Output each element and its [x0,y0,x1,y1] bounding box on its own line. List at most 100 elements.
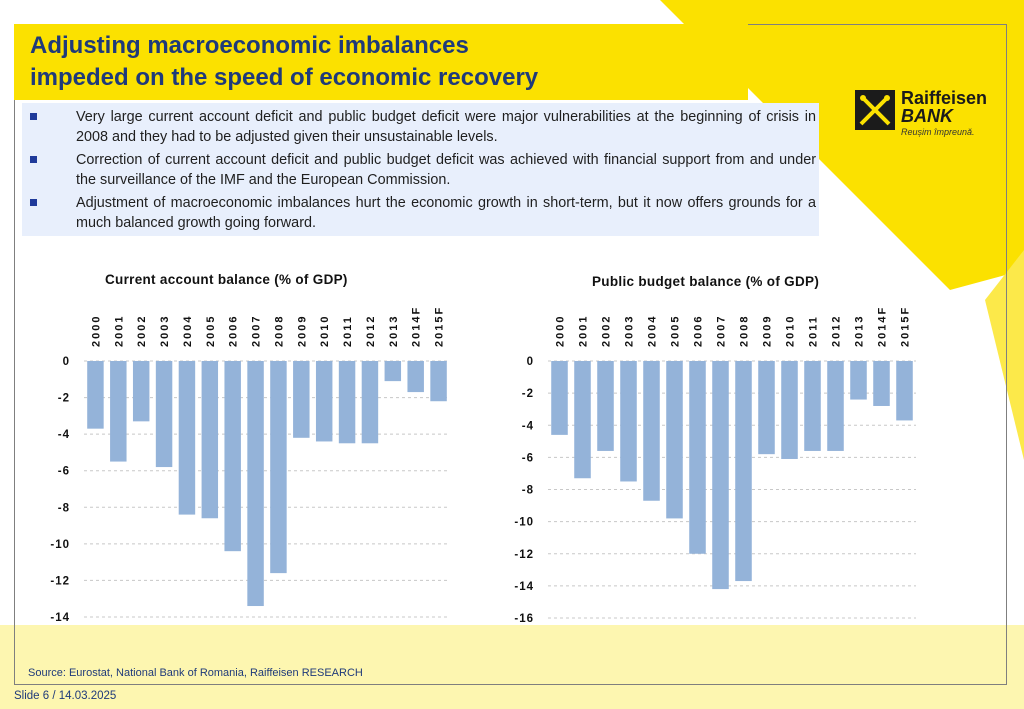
category-label: 2010 [785,315,797,347]
title-box: Adjusting macroeconomic imbalances imped… [14,24,748,100]
category-label: 2014F [411,306,423,347]
category-label: 2012 [831,315,843,347]
bar [689,361,706,554]
y-tick-label: -4 [522,420,534,432]
raiffeisen-gable-cross-icon [855,90,895,130]
category-label: 2013 [854,315,866,347]
y-tick-label: -6 [58,466,70,478]
bar [430,361,447,402]
y-tick-label: -8 [522,485,534,497]
bar [712,361,729,590]
category-label: 2010 [319,315,331,347]
y-tick-label: -2 [58,393,70,405]
bullet-square-icon [30,113,37,120]
category-label: 2013 [388,315,400,347]
bar [850,361,867,400]
bar [270,361,287,574]
bar [224,361,241,552]
bar [110,361,127,462]
bar [827,361,844,451]
bar [620,361,637,482]
y-tick-label: -14 [514,581,534,593]
bar [315,361,333,442]
bar [87,361,104,429]
bar [361,361,379,444]
y-tick-label: 0 [527,356,534,368]
bullet-square-icon [30,156,37,163]
logo-name-line-1: Raiffeisen [901,88,988,108]
bar [758,361,775,455]
bar [384,361,402,382]
bar [643,361,660,501]
y-tick-label: -8 [58,502,70,514]
bar [896,361,913,421]
category-label: 2003 [624,315,636,347]
bar [247,361,264,607]
bar [132,361,150,422]
bar [873,361,890,406]
bullet-square-icon [30,199,37,206]
category-label: 2014F [877,306,889,347]
bullet-text: Adjustment of macroeconomic imbalances h… [76,195,816,231]
y-tick-label: -12 [50,575,70,587]
bullets-box: Very large current account deficit and p… [22,103,819,236]
category-label: 2005 [205,315,217,347]
category-label: 2004 [182,315,194,347]
title-line-2: impeded on the speed of economic recover… [30,64,539,91]
bar [338,361,356,444]
bar [597,361,614,451]
category-label: 2002 [601,315,613,347]
category-label: 2011 [342,315,354,347]
category-label: 2008 [739,315,751,347]
y-tick-label: -10 [50,539,70,551]
logo-name-line-2: BANK [901,106,953,126]
bar [407,361,424,393]
page-title: Adjusting macroeconomic imbalances imped… [30,30,538,94]
category-label: 2007 [716,315,728,347]
category-label: 2012 [365,315,377,347]
bar [293,361,310,438]
y-tick-label: -2 [522,388,534,400]
category-label: 2015F [434,306,446,347]
category-label: 2004 [647,315,659,347]
y-tick-label: -4 [58,429,70,441]
source-note: Source: Eurostat, National Bank of Roman… [28,667,363,679]
title-line-1: Adjusting macroeconomic imbalances [30,32,469,59]
category-label: 2000 [555,315,567,347]
y-tick-label: -16 [514,613,534,625]
category-label: 2008 [273,315,285,347]
category-label: 2009 [296,315,308,347]
category-label: 2006 [228,315,240,347]
y-tick-label: -10 [514,517,534,529]
category-label: 2005 [670,315,682,347]
y-tick-label: 0 [63,356,70,368]
slide-number: Slide 6 / 14.03.2025 [14,690,117,702]
bar [781,361,798,459]
bar [666,361,683,519]
bar [574,361,591,479]
category-label: 2009 [762,315,774,347]
raiffeisen-logo: Raiffeisen BANK Reușim împreună. [855,88,1005,140]
chart-1-title: Current account balance (% of GDP) [105,272,348,287]
category-label: 2001 [113,315,125,347]
category-label: 2007 [251,315,263,347]
bar [551,361,568,435]
category-label: 2001 [578,315,590,347]
logo-slogan: Reușim împreună. [901,127,975,137]
category-label: 2011 [808,315,820,347]
category-label: 2015F [900,306,912,347]
bar [735,361,752,582]
category-label: 2002 [136,315,148,347]
bar [178,361,196,515]
y-tick-label: -6 [522,452,534,464]
chart-2-title: Public budget balance (% of GDP) [592,274,820,289]
y-tick-label: -14 [50,612,70,624]
bullet-text: Very large current account deficit and p… [76,109,816,145]
bullet-text: Correction of current account deficit an… [76,152,816,188]
bar [804,361,821,451]
y-tick-label: -12 [514,549,534,561]
bar [155,361,173,468]
